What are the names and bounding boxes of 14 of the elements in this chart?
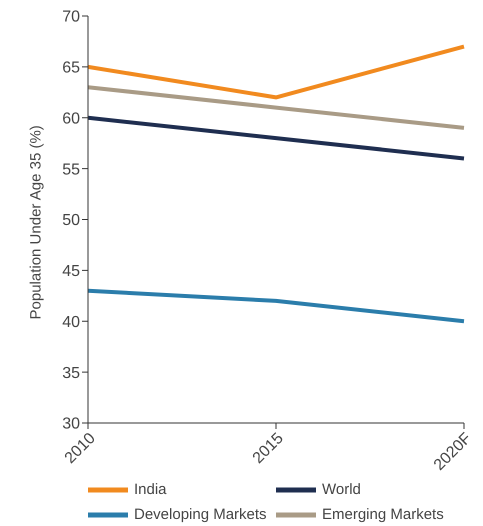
legend-label: World (322, 481, 361, 498)
y-tick-label: 50 (62, 212, 80, 230)
legend-label: Emerging Markets (322, 506, 444, 523)
y-tick-label: 65 (62, 60, 80, 77)
legend-label: India (134, 481, 167, 498)
y-tick-label: 40 (62, 314, 80, 331)
y-tick-label: 55 (62, 161, 80, 178)
y-tick-label: 35 (62, 364, 80, 382)
y-tick-label: 70 (62, 8, 80, 26)
y-tick-label: 60 (62, 110, 80, 128)
y-axis-title: Population Under Age 35 (%) (27, 125, 44, 320)
y-tick-label: 30 (62, 416, 80, 433)
legend-label: Developing Markets (134, 506, 267, 523)
y-tick-label: 45 (62, 263, 80, 280)
